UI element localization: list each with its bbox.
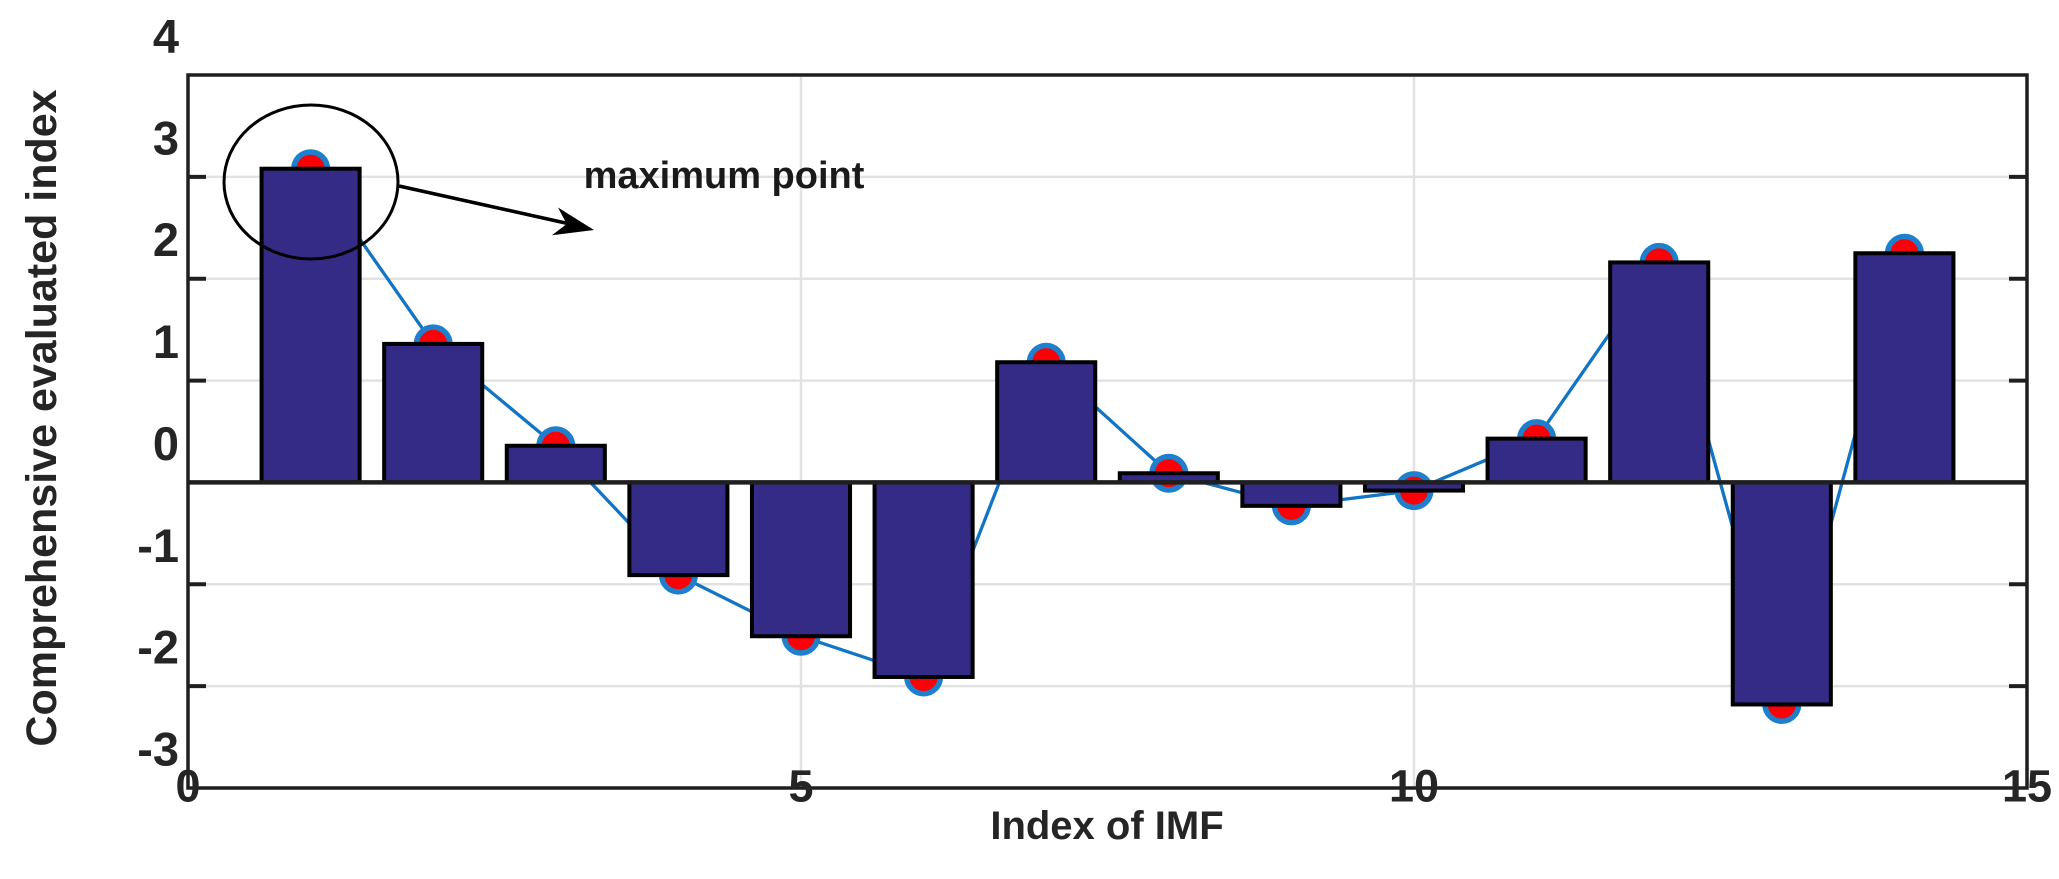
y-tick-label: -3 — [137, 723, 179, 776]
data-series — [259, 149, 1956, 724]
y-tick-label: -1 — [137, 519, 179, 572]
annotation-group: maximum point — [222, 103, 865, 261]
bar — [1240, 480, 1343, 508]
bar — [1853, 251, 1956, 485]
y-tick-label: 3 — [153, 111, 179, 164]
axis-ticks — [188, 174, 2027, 689]
bar — [382, 341, 485, 485]
bar — [627, 480, 730, 578]
y-tick-label: 1 — [153, 315, 179, 368]
x-tick-label: 10 — [1389, 761, 1439, 812]
bar — [1485, 436, 1588, 485]
bar — [259, 166, 362, 485]
bar — [995, 360, 1098, 485]
bar — [872, 480, 975, 679]
bar — [504, 443, 607, 485]
y-axis-title: Comprehensive evaluated index — [18, 89, 66, 746]
annotation-arrow-shaft — [398, 184, 571, 226]
bar — [1608, 260, 1711, 485]
axes-frame — [186, 73, 2029, 790]
annotation-label: maximum point — [584, 155, 865, 197]
annotation-ellipse — [222, 103, 400, 261]
plot-box — [186, 73, 2029, 790]
bar — [1730, 480, 1833, 707]
y-tick-label: 0 — [153, 417, 179, 470]
y-tick-label: 2 — [153, 213, 179, 266]
x-tick-label: 0 — [175, 761, 200, 812]
annotation-arrowhead — [551, 207, 594, 236]
y-tick-label: -2 — [137, 621, 179, 674]
gridlines — [188, 75, 2027, 788]
x-axis-title: Index of IMF — [990, 804, 1223, 848]
x-tick-label: 15 — [2002, 761, 2052, 812]
x-tick-label: 5 — [788, 761, 813, 812]
bar — [749, 480, 853, 639]
y-tick-label: 4 — [153, 10, 179, 63]
